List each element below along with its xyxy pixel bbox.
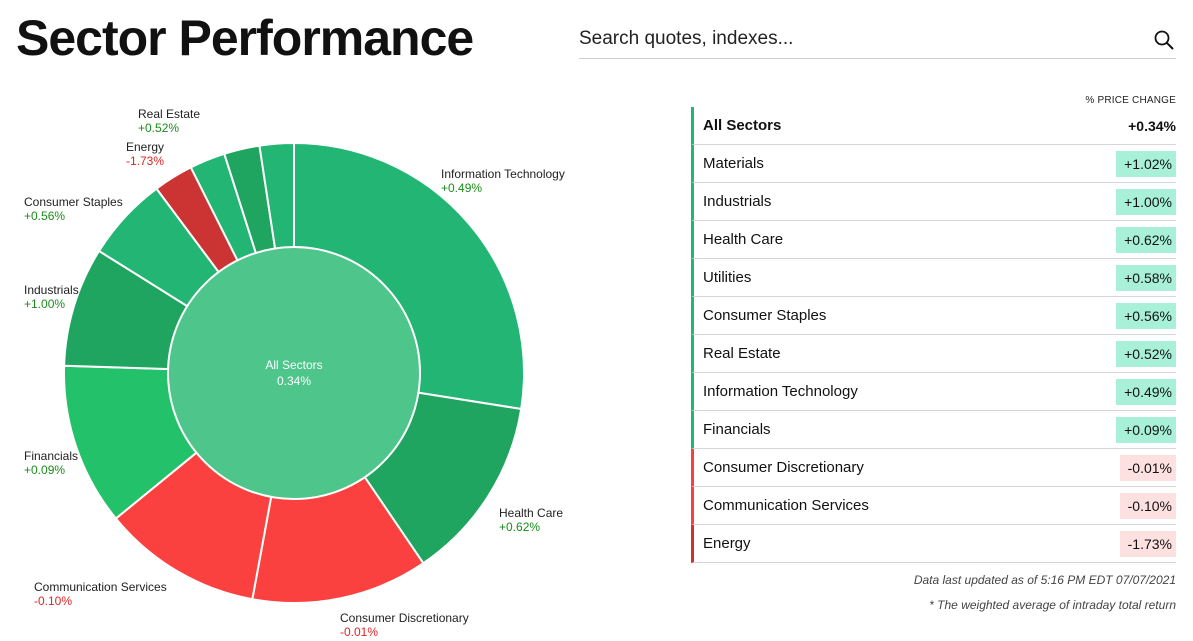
row-name: Health Care bbox=[703, 231, 784, 248]
row-value: +0.34% bbox=[1128, 117, 1176, 134]
row-value: -0.10% bbox=[1119, 492, 1176, 519]
row-value: +1.00% bbox=[1116, 188, 1176, 215]
row-value: +0.49% bbox=[1116, 378, 1176, 405]
table-row[interactable]: Materials +1.02% bbox=[691, 145, 1176, 183]
slice-label-name: Information Technology bbox=[441, 167, 565, 181]
slice-label-value: -0.01% bbox=[340, 625, 378, 639]
table-row[interactable]: Consumer Discretionary -0.01% bbox=[691, 449, 1176, 487]
slice-label-name: Communication Services bbox=[34, 580, 167, 594]
slice-label-name: Real Estate bbox=[138, 107, 200, 121]
slice-label-value: +0.49% bbox=[441, 181, 482, 195]
row-name: Consumer Discretionary bbox=[703, 459, 864, 476]
row-name: Communication Services bbox=[703, 497, 869, 514]
table-row[interactable]: Industrials +1.00% bbox=[691, 183, 1176, 221]
row-value: -0.01% bbox=[1119, 454, 1176, 481]
row-name: All Sectors bbox=[703, 117, 782, 134]
row-name: Information Technology bbox=[703, 383, 858, 400]
slice-label-value: -1.73% bbox=[126, 154, 164, 168]
center-label: All Sectors bbox=[265, 358, 322, 372]
row-name: Real Estate bbox=[703, 345, 781, 362]
table-row[interactable]: Utilities +0.58% bbox=[691, 259, 1176, 297]
row-name: Financials bbox=[703, 421, 771, 438]
slice-label-name: Health Care bbox=[499, 506, 563, 520]
row-value: +0.58% bbox=[1116, 264, 1176, 291]
row-name: Energy bbox=[703, 535, 751, 552]
page-title: Sector Performance bbox=[16, 10, 474, 66]
sector-table: All Sectors +0.34% Materials +1.02% Indust… bbox=[691, 107, 1176, 563]
search-icon[interactable] bbox=[1154, 30, 1174, 50]
row-value: +0.52% bbox=[1116, 340, 1176, 367]
center-value: 0.34% bbox=[277, 374, 311, 388]
slice-label-name: Energy bbox=[126, 140, 164, 154]
row-value: -1.73% bbox=[1119, 530, 1176, 557]
sector-pie-chart: All Sectors 0.34% Information Technology… bbox=[24, 107, 565, 639]
weighted-average-note: * The weighted average of intraday total… bbox=[929, 598, 1176, 612]
slice-label-value: +0.62% bbox=[499, 520, 540, 534]
search-input[interactable] bbox=[579, 24, 1119, 54]
table-row[interactable]: Communication Services -0.10% bbox=[691, 487, 1176, 525]
table-row[interactable]: Real Estate +0.52% bbox=[691, 335, 1176, 373]
table-row[interactable]: Health Care +0.62% bbox=[691, 221, 1176, 259]
slice-label-value: +0.56% bbox=[24, 209, 65, 223]
slice-label-name: Consumer Staples bbox=[24, 195, 123, 209]
table-row[interactable]: Energy -1.73% bbox=[691, 525, 1176, 563]
search-bar[interactable] bbox=[579, 22, 1176, 59]
slice-label-value: +0.09% bbox=[24, 463, 65, 477]
slice-label-value: +1.00% bbox=[24, 297, 65, 311]
row-name: Consumer Staples bbox=[703, 307, 827, 324]
table-row[interactable]: Financials +0.09% bbox=[691, 411, 1176, 449]
center-all-sectors-circle[interactable] bbox=[167, 246, 421, 500]
slice-label-name: Industrials bbox=[24, 283, 79, 297]
slice-label-value: -0.10% bbox=[34, 594, 72, 608]
price-change-header: % PRICE CHANGE bbox=[1085, 95, 1176, 106]
row-value: +0.09% bbox=[1116, 416, 1176, 443]
slice-label-name: Consumer Discretionary bbox=[340, 611, 469, 625]
slice-label-value: +0.52% bbox=[138, 121, 179, 135]
row-value: +0.62% bbox=[1116, 226, 1176, 253]
data-updated-note: Data last updated as of 5:16 PM EDT 07/0… bbox=[913, 573, 1176, 587]
row-value: +1.02% bbox=[1116, 150, 1176, 177]
row-name: Industrials bbox=[703, 193, 772, 210]
table-row-all-sectors[interactable]: All Sectors +0.34% bbox=[691, 107, 1176, 145]
table-row[interactable]: Consumer Staples +0.56% bbox=[691, 297, 1176, 335]
slice-label-name: Financials bbox=[24, 449, 78, 463]
row-name: Utilities bbox=[703, 269, 752, 286]
row-value: +0.56% bbox=[1116, 302, 1176, 329]
row-name: Materials bbox=[703, 155, 764, 172]
table-row[interactable]: Information Technology +0.49% bbox=[691, 373, 1176, 411]
